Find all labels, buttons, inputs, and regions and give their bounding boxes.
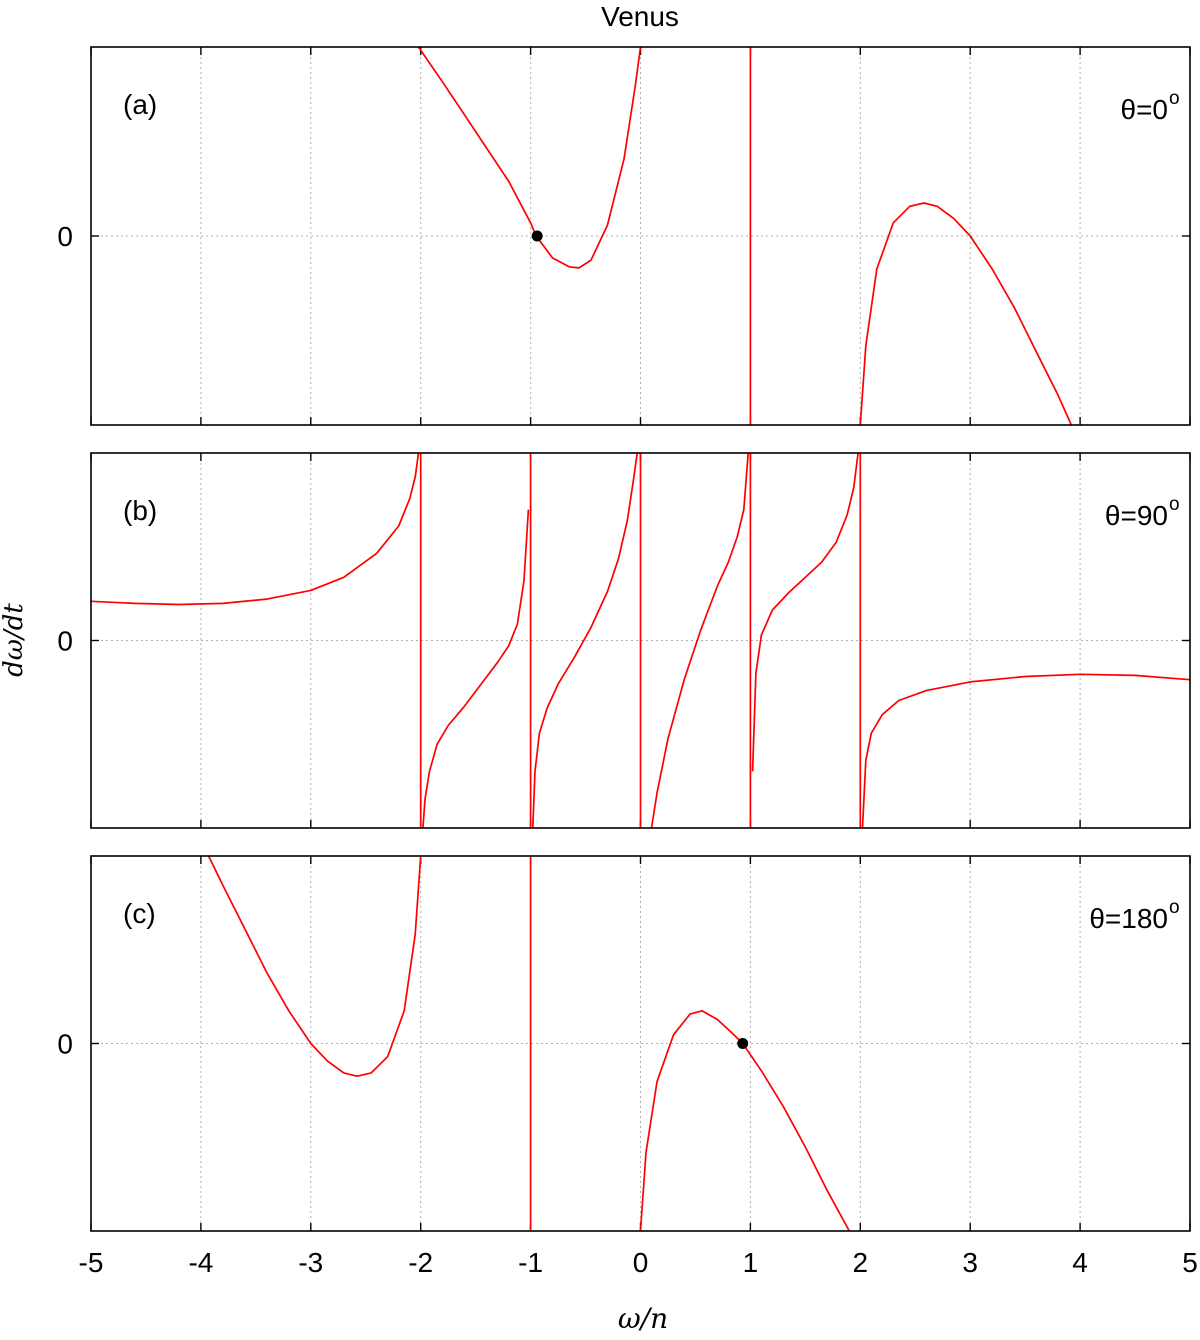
series-line [861,673,1190,828]
panel-1: 0 (b) θ=90 o [57,452,1191,829]
x-tick-label: -2 [408,1247,433,1278]
series-line [639,1009,851,1231]
x-tick-label: -3 [298,1247,323,1278]
series-line [422,509,530,828]
theta-label: θ=90 [1105,500,1168,531]
series-line [859,202,1073,425]
x-tick-label: 1 [743,1247,759,1278]
x-tick-label: -4 [188,1247,213,1278]
x-tick-label: 4 [1072,1247,1088,1278]
x-tick-label: -1 [518,1247,543,1278]
panel-plot [417,47,1073,425]
panel-plot [207,856,851,1231]
theta-degree-sup: o [1169,897,1180,918]
y-axis-label: dω/dt [0,603,29,677]
equilibrium-point [737,1038,749,1049]
series-line [91,453,420,606]
x-axis-tick-labels: -5 -4 -3 -2 -1 0 1 2 3 4 5 [79,1247,1198,1278]
y-tick-label: 0 [57,626,73,657]
theta-degree-sup: o [1169,494,1180,515]
y-tick-label: 0 [57,1029,73,1060]
panel-grid [91,453,1190,828]
x-axis-label: ω/n [618,1302,668,1335]
series-line [650,453,750,828]
series-line [417,47,642,269]
y-tick-label: 0 [57,221,73,252]
theta-label: θ=180 [1089,903,1168,934]
equilibrium-point [531,230,543,242]
panels-layer: 0(a) θ=0 o0(b) θ=90 o0(c) θ=180 o [57,46,1191,1232]
panel-grid [91,856,1190,1231]
panel-frame [90,46,1191,426]
panel-label: (b) [123,495,157,526]
panel-grid [91,47,1190,425]
series-line [751,453,859,772]
theta-degree-sup: o [1169,88,1180,109]
x-tick-label: 2 [853,1247,869,1278]
panel-plot [91,453,1190,828]
panel-frame [90,855,1191,1232]
chart-title: Venus [601,1,679,32]
panel-2: 0 (c) θ=180 o [57,855,1191,1232]
panel-0: 0 (a) θ=0 o [57,46,1191,426]
x-tick-label: 5 [1182,1247,1198,1278]
series-line [531,453,639,828]
x-tick-label: -5 [79,1247,104,1278]
panel-label: (c) [123,898,156,929]
x-tick-label: 3 [962,1247,978,1278]
theta-label: θ=0 [1121,94,1169,125]
series-line [207,856,422,1078]
x-tick-label: 0 [633,1247,649,1278]
panel-label: (a) [123,89,157,120]
panel-frame [90,452,1191,829]
